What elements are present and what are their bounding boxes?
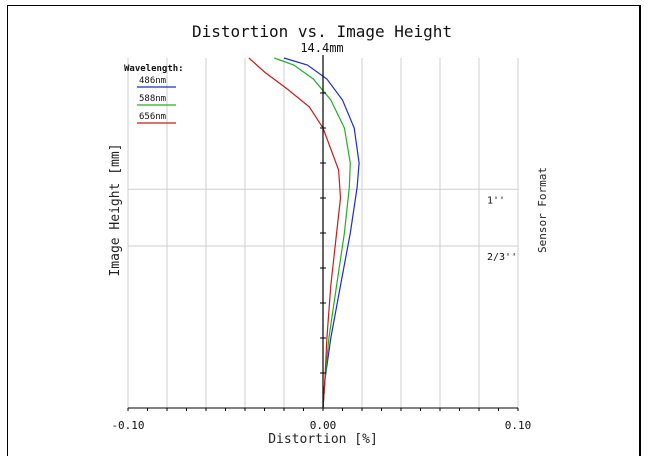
chart-title: Distortion vs. Image Height	[192, 22, 452, 41]
x-tick-label: 0.10	[505, 419, 532, 432]
y-axis-label: Image Height [mm]	[108, 143, 123, 276]
sensor-label: 1''	[487, 195, 505, 206]
x-axis-label: Distortion [%]	[268, 432, 378, 447]
series-group	[248, 57, 360, 409]
legend-title: Wavelength:	[124, 64, 184, 74]
series-line-656nm	[248, 57, 342, 409]
x-tick-label: 0.00	[310, 419, 337, 432]
chart-subtitle: 14.4mm	[300, 41, 343, 55]
ticks-group: -0.10 0.00 0.10	[111, 55, 531, 432]
x-tick-label: -0.10	[111, 419, 144, 432]
legend-label: 588nm	[139, 94, 166, 104]
legend: Wavelength: 486nm 588nm 656nm	[124, 64, 184, 124]
sensor-label: 2/3''	[487, 252, 517, 263]
legend-label: 486nm	[139, 76, 166, 86]
chart-frame	[7, 5, 641, 456]
legend-label: 656nm	[139, 112, 166, 122]
sensor-format-label: Sensor Format	[536, 167, 549, 253]
series-line-486nm	[283, 57, 360, 409]
series-line-588nm	[274, 57, 351, 409]
